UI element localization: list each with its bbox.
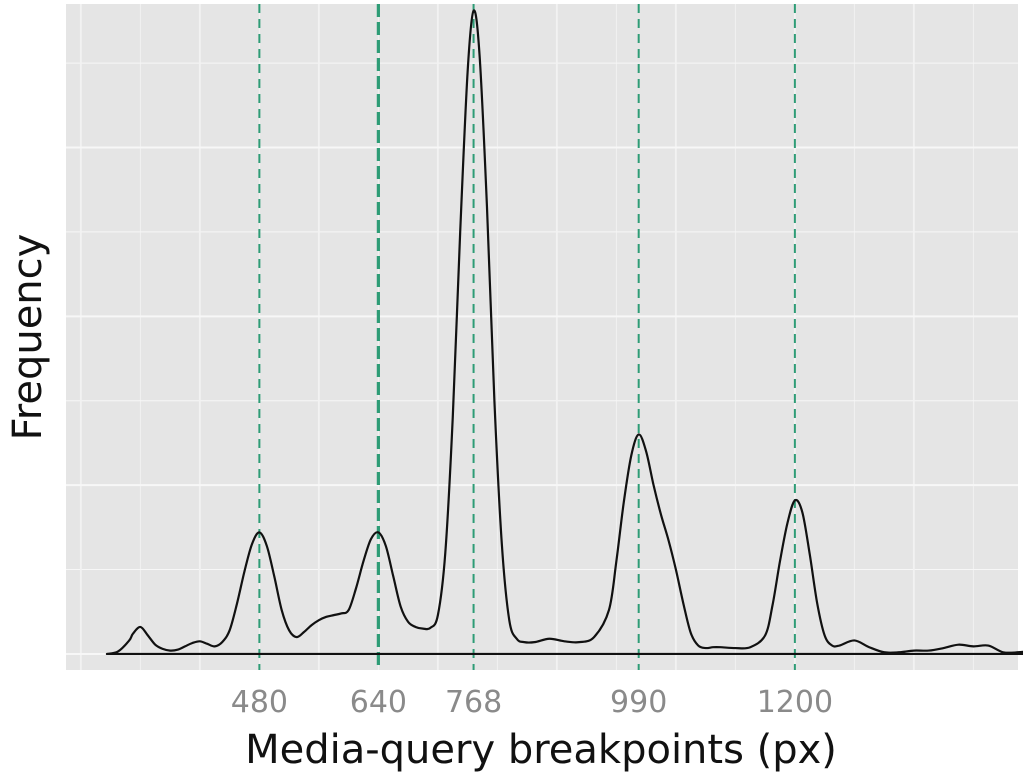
x-tick-label-640: 640 xyxy=(350,685,407,720)
x-tick-label-990: 990 xyxy=(610,685,667,720)
plot-panel xyxy=(66,4,1018,670)
x-tick-label-480: 480 xyxy=(231,685,288,720)
reference-lines xyxy=(258,4,796,670)
x-tick-label-768: 768 xyxy=(445,685,502,720)
y-axis-title: Frequency xyxy=(5,234,51,441)
x-axis-title: Media-query breakpoints (px) xyxy=(245,727,837,773)
x-tick-label-1200: 1200 xyxy=(757,685,833,720)
x-axis-tick-labels: 480 640 768 990 1200 xyxy=(231,685,833,720)
series-group xyxy=(105,9,1023,656)
density-curve-0 xyxy=(105,9,1023,656)
